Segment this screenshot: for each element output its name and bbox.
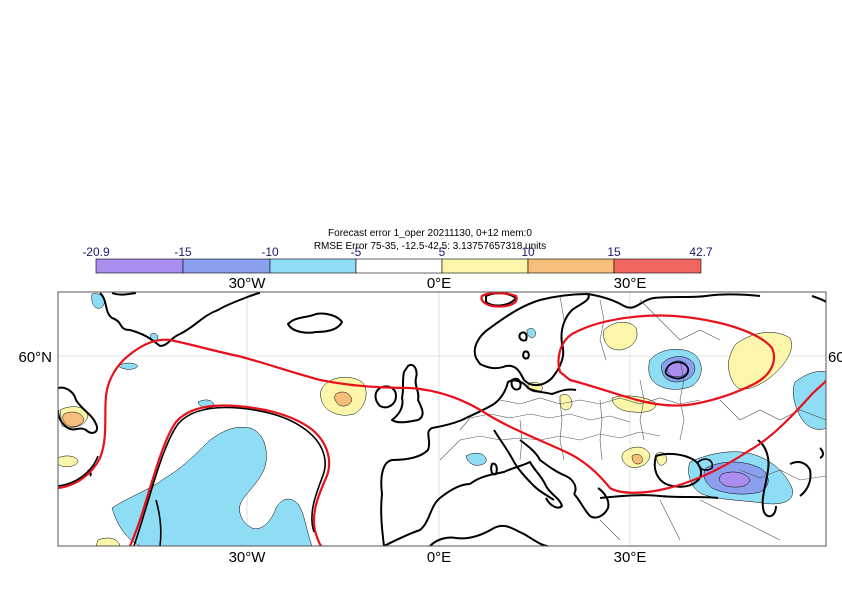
colorbar-label: 42.7 xyxy=(689,245,713,259)
lat-label-right: 60 xyxy=(828,349,842,366)
top-lon-label: 0°E xyxy=(427,275,451,292)
map-frame xyxy=(57,291,827,547)
colorbar-label: -10 xyxy=(261,245,279,259)
analysis-contours xyxy=(58,292,826,546)
colorbar-bin-1 xyxy=(95,258,184,274)
colorbar-bin-5 xyxy=(441,258,529,274)
map-title-line-2: RMSE Error 75-35, -12.5-42.5: 3.13757657… xyxy=(314,241,546,252)
colorbar-label: -5 xyxy=(351,245,362,259)
coastlines xyxy=(58,292,826,546)
colorbar-label: 10 xyxy=(521,245,535,259)
lat-label-left: 60°N xyxy=(18,349,52,366)
colorbar-bin-4 xyxy=(355,258,443,274)
strong-positive-error-areas xyxy=(62,391,643,465)
colorbar-bin-2 xyxy=(182,258,271,274)
bottom-lon-label: 0°E xyxy=(427,549,451,566)
colorbar: -20.9 -15 -10 -5 5 10 15 42.7 xyxy=(82,245,713,274)
country-borders xyxy=(439,295,826,541)
colorbar-bin-6 xyxy=(527,258,615,274)
colorbar-label: 15 xyxy=(607,245,621,259)
map-title-line-1: Forecast error 1_oper 20211130, 0+12 mem… xyxy=(328,228,532,239)
colorbar-bin-3 xyxy=(269,258,357,274)
colorbar-bin-7 xyxy=(613,258,702,274)
bottom-lon-label: 30°E xyxy=(614,549,647,566)
colorbar-label: 5 xyxy=(439,245,446,259)
colorbar-label: -20.9 xyxy=(82,245,110,259)
bottom-lon-label: 30°W xyxy=(229,549,267,566)
map-panel xyxy=(57,291,827,547)
colorbar-label: -15 xyxy=(174,245,192,259)
top-lon-label: 30°W xyxy=(229,275,267,292)
top-lon-label: 30°E xyxy=(614,275,647,292)
forecast-contours xyxy=(58,361,714,546)
